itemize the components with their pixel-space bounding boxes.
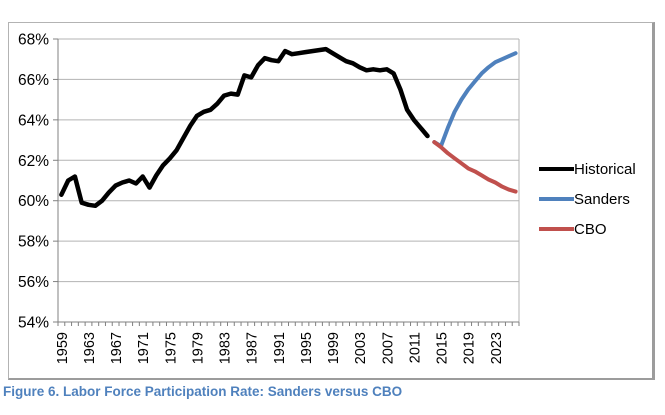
legend-line-historical <box>539 167 574 171</box>
x-tick-label: 1995 <box>299 332 315 364</box>
y-tick-label: 58% <box>18 234 49 251</box>
chart-frame: 54% 56% 58% 60% 62% 64% 66% 68% 1959 1963 1967 1971… <box>8 22 655 380</box>
legend-item-historical: Historical <box>539 154 651 184</box>
x-tick-label: 1999 <box>326 332 342 364</box>
y-tick-label: 68% <box>18 32 49 49</box>
cbo-line <box>432 140 518 194</box>
x-tick-label: 2023 <box>489 332 505 364</box>
sanders-line <box>432 51 518 149</box>
x-tick-label: 2003 <box>353 332 369 364</box>
legend-line-cbo <box>539 227 574 231</box>
y-tick-label: 62% <box>18 153 49 170</box>
x-tick-label: 1975 <box>163 332 179 364</box>
chart-legend: Historical Sanders CBO <box>539 154 651 244</box>
legend-item-cbo: CBO <box>539 214 651 244</box>
figure-caption: Figure 6. Labor Force Participation Rate… <box>3 384 403 399</box>
y-tick-label: 64% <box>18 112 49 129</box>
x-tick-label: 2015 <box>435 332 451 364</box>
y-tick-label: 66% <box>18 72 49 89</box>
x-tick-label: 1971 <box>136 332 152 364</box>
x-tick-label: 1987 <box>245 332 261 364</box>
x-tick-label: 2007 <box>380 332 396 364</box>
y-tick-label: 56% <box>18 274 49 291</box>
legend-item-sanders: Sanders <box>539 184 651 214</box>
x-tick-label: 1967 <box>109 332 125 364</box>
x-tick-label: 1991 <box>272 332 288 364</box>
legend-label-sanders: Sanders <box>574 190 630 208</box>
legend-label-cbo: CBO <box>574 220 607 238</box>
x-tick-label: 1963 <box>82 332 98 364</box>
y-tick-label: 60% <box>18 193 49 210</box>
legend-line-sanders <box>539 197 574 201</box>
x-tick-label: 1959 <box>55 332 71 364</box>
x-tick-label: 1983 <box>218 332 234 364</box>
x-tick-label: 2019 <box>462 332 478 364</box>
x-tick-label: 1979 <box>190 332 206 364</box>
legend-label-historical: Historical <box>574 160 636 178</box>
lfpr-chart: 54% 56% 58% 60% 62% 64% 66% 68% 1959 1963 1967 1971… <box>18 32 520 364</box>
y-tick-label: 54% <box>18 315 49 332</box>
x-tick-label: 2011 <box>407 332 423 363</box>
historical-line <box>59 46 430 209</box>
